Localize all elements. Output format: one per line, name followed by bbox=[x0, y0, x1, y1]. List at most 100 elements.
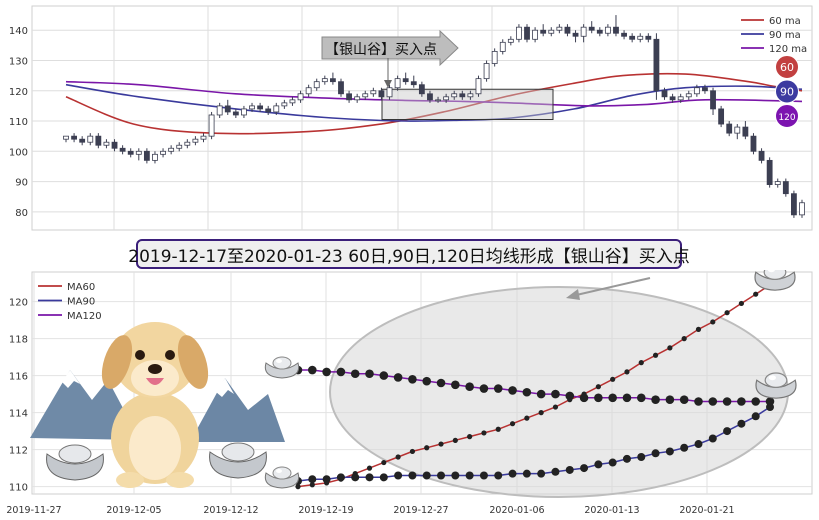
candle-body bbox=[516, 26, 522, 40]
candle-body bbox=[580, 26, 587, 37]
candle-body bbox=[661, 90, 668, 98]
candle-body bbox=[443, 96, 450, 101]
highlight-arrow bbox=[571, 277, 651, 297]
candle bbox=[354, 93, 361, 103]
candle-body bbox=[87, 135, 94, 143]
series-point bbox=[710, 319, 716, 325]
series-point bbox=[394, 471, 403, 480]
candle bbox=[370, 87, 377, 97]
candle bbox=[257, 102, 264, 112]
candle-body bbox=[799, 202, 805, 216]
series-point bbox=[336, 473, 345, 482]
series-line-ma60 bbox=[297, 284, 771, 488]
series-point bbox=[724, 310, 730, 316]
candle-body bbox=[346, 93, 352, 101]
series-point bbox=[308, 475, 317, 484]
silver-ingot-icon bbox=[755, 372, 797, 399]
candle bbox=[734, 124, 741, 140]
candle-body bbox=[766, 159, 773, 185]
series-point bbox=[481, 430, 487, 436]
series-point bbox=[765, 397, 775, 406]
series-point bbox=[522, 387, 532, 397]
series-point bbox=[438, 441, 444, 447]
badge-circle bbox=[775, 79, 799, 104]
series-point bbox=[708, 434, 717, 443]
candle-body bbox=[475, 78, 482, 95]
candle-body bbox=[135, 150, 142, 155]
candle bbox=[726, 121, 733, 137]
candle-body bbox=[564, 26, 571, 34]
series-point bbox=[422, 376, 432, 386]
series-point bbox=[723, 427, 732, 436]
puppy-ear-left bbox=[101, 335, 133, 389]
series-point bbox=[467, 434, 473, 440]
series-point bbox=[681, 336, 687, 342]
candle bbox=[459, 90, 466, 100]
candle bbox=[232, 108, 239, 118]
candle-body bbox=[507, 38, 514, 43]
series-point bbox=[524, 415, 530, 421]
candle-body bbox=[669, 96, 676, 101]
candle-body bbox=[782, 181, 789, 195]
puppy-nose bbox=[148, 364, 162, 374]
mountain-right-snow bbox=[216, 378, 234, 397]
candle bbox=[669, 93, 676, 103]
series-point bbox=[722, 397, 732, 406]
candle-body bbox=[774, 181, 781, 185]
candle-body bbox=[734, 126, 741, 134]
annotation-label: 【银山谷】买入点 bbox=[325, 42, 437, 58]
candle-body bbox=[289, 99, 296, 104]
candle bbox=[629, 33, 636, 43]
candle-body bbox=[127, 150, 134, 155]
candle bbox=[791, 190, 797, 218]
candle-body bbox=[532, 29, 539, 40]
candle-body bbox=[152, 153, 158, 161]
series-point bbox=[610, 376, 616, 382]
candle-body bbox=[168, 147, 175, 152]
candle bbox=[451, 90, 458, 100]
candle bbox=[305, 84, 312, 97]
candle-body bbox=[556, 26, 563, 31]
candle-body bbox=[629, 35, 636, 40]
series-point bbox=[436, 378, 446, 388]
candle-body bbox=[742, 126, 749, 137]
candle bbox=[564, 24, 571, 37]
candle-body bbox=[265, 108, 272, 113]
candle-body bbox=[176, 144, 183, 149]
series-point bbox=[680, 443, 689, 452]
candle bbox=[378, 87, 385, 100]
candle bbox=[111, 139, 118, 152]
badge-circle bbox=[775, 104, 799, 128]
series-point bbox=[667, 345, 673, 351]
puppy-tongue bbox=[146, 378, 164, 385]
y-tick-label: 120 bbox=[9, 87, 28, 98]
candle-body bbox=[410, 81, 417, 86]
candle bbox=[281, 99, 288, 109]
moving-average-chart: 110 112 114 116 118 120 2019-11-27 2019-12-05 20… bbox=[6, 270, 813, 516]
series-point bbox=[336, 367, 346, 377]
candle bbox=[467, 90, 474, 100]
mountain-right bbox=[190, 378, 285, 442]
candle bbox=[87, 133, 94, 146]
series-point bbox=[580, 464, 589, 473]
series-point bbox=[422, 471, 431, 480]
series-point bbox=[608, 393, 617, 403]
candle-body bbox=[216, 105, 223, 116]
series-point bbox=[665, 395, 675, 404]
candle-body bbox=[241, 108, 247, 116]
series-point bbox=[379, 473, 388, 482]
candle bbox=[532, 27, 539, 43]
series-point bbox=[522, 469, 531, 478]
x-tick-label: 2020-01-06 bbox=[489, 505, 544, 516]
candle bbox=[224, 99, 231, 115]
x-tick-label: 2019-11-27 bbox=[6, 505, 61, 516]
x-tick-label: 2019-12-05 bbox=[106, 505, 161, 516]
candle-body bbox=[459, 93, 466, 98]
series-point bbox=[493, 384, 503, 393]
series-point bbox=[495, 426, 501, 432]
candle-body bbox=[758, 150, 765, 161]
candle-body bbox=[111, 141, 118, 149]
puppy-paw-left bbox=[116, 472, 144, 488]
series-point bbox=[479, 384, 489, 393]
candle bbox=[63, 135, 69, 143]
